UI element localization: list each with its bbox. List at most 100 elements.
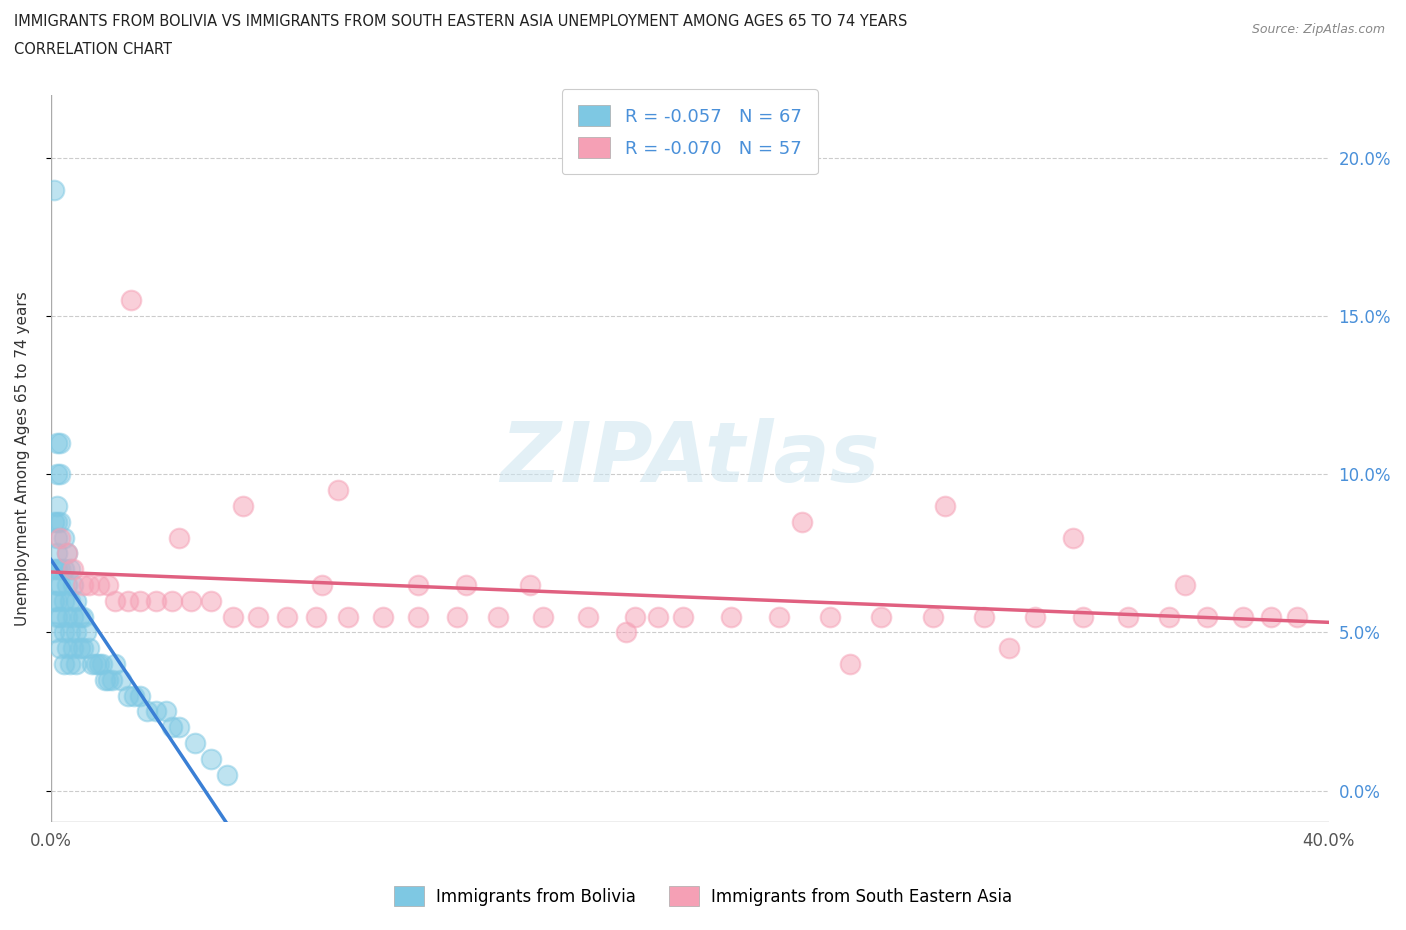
Point — [59, 562, 82, 577]
Point — [46, 593, 69, 608]
Point — [49, 641, 72, 656]
Point — [973, 609, 995, 624]
Point — [97, 578, 120, 592]
Point — [820, 609, 842, 624]
Point — [456, 578, 478, 592]
Point — [135, 704, 157, 719]
Point — [77, 578, 100, 592]
Point — [46, 546, 69, 561]
Point — [162, 593, 184, 608]
Point — [336, 609, 359, 624]
Point — [46, 435, 69, 450]
Point — [72, 609, 94, 624]
Point — [62, 609, 84, 624]
Point — [56, 546, 79, 561]
Point — [406, 578, 429, 592]
Point — [247, 609, 270, 624]
Point — [59, 625, 82, 640]
Point — [311, 578, 333, 592]
Text: IMMIGRANTS FROM BOLIVIA VS IMMIGRANTS FROM SOUTH EASTERN ASIA UNEMPLOYMENT AMONG: IMMIGRANTS FROM BOLIVIA VS IMMIGRANTS FR… — [14, 14, 907, 29]
Point — [155, 704, 177, 719]
Point — [183, 736, 205, 751]
Point — [87, 578, 110, 592]
Point — [82, 657, 104, 671]
Point — [720, 609, 742, 624]
Point — [42, 562, 65, 577]
Point — [122, 688, 145, 703]
Point — [46, 609, 69, 624]
Point — [1157, 609, 1180, 624]
Point — [276, 609, 298, 624]
Point — [998, 641, 1021, 656]
Point — [91, 657, 114, 671]
Point — [52, 657, 75, 671]
Point — [129, 593, 152, 608]
Point — [200, 593, 222, 608]
Point — [145, 704, 167, 719]
Point — [145, 593, 167, 608]
Point — [84, 657, 107, 671]
Point — [446, 609, 468, 624]
Point — [162, 720, 184, 735]
Point — [305, 609, 328, 624]
Point — [768, 609, 790, 624]
Point — [1285, 609, 1308, 624]
Point — [62, 562, 84, 577]
Point — [531, 609, 554, 624]
Point — [1260, 609, 1282, 624]
Point — [77, 641, 100, 656]
Point — [167, 720, 190, 735]
Point — [100, 672, 122, 687]
Point — [56, 578, 79, 592]
Text: ZIPAtlas: ZIPAtlas — [501, 418, 880, 498]
Point — [624, 609, 647, 624]
Point — [49, 562, 72, 577]
Point — [69, 609, 91, 624]
Point — [56, 609, 79, 624]
Point — [672, 609, 695, 624]
Point — [231, 498, 253, 513]
Point — [1232, 609, 1254, 624]
Point — [406, 609, 429, 624]
Point — [215, 767, 238, 782]
Point — [52, 593, 75, 608]
Point — [200, 751, 222, 766]
Point — [104, 593, 127, 608]
Point — [486, 609, 509, 624]
Point — [110, 672, 132, 687]
Point — [65, 657, 87, 671]
Point — [870, 609, 893, 624]
Point — [42, 514, 65, 529]
Point — [934, 498, 956, 513]
Point — [52, 625, 75, 640]
Point — [65, 625, 87, 640]
Point — [59, 593, 82, 608]
Point — [94, 672, 117, 687]
Point — [49, 467, 72, 482]
Text: CORRELATION CHART: CORRELATION CHART — [14, 42, 172, 57]
Point — [1197, 609, 1219, 624]
Point — [371, 609, 394, 624]
Point — [129, 688, 152, 703]
Point — [56, 546, 79, 561]
Point — [1071, 609, 1094, 624]
Point — [614, 625, 637, 640]
Point — [72, 641, 94, 656]
Point — [46, 562, 69, 577]
Point — [46, 467, 69, 482]
Point — [42, 182, 65, 197]
Point — [46, 514, 69, 529]
Point — [180, 593, 202, 608]
Point — [519, 578, 541, 592]
Point — [52, 562, 75, 577]
Point — [49, 435, 72, 450]
Point — [75, 625, 97, 640]
Point — [167, 530, 190, 545]
Point — [46, 530, 69, 545]
Point — [65, 593, 87, 608]
Point — [56, 641, 79, 656]
Point — [62, 641, 84, 656]
Point — [87, 657, 110, 671]
Point — [1024, 609, 1046, 624]
Y-axis label: Unemployment Among Ages 65 to 74 years: Unemployment Among Ages 65 to 74 years — [15, 291, 30, 626]
